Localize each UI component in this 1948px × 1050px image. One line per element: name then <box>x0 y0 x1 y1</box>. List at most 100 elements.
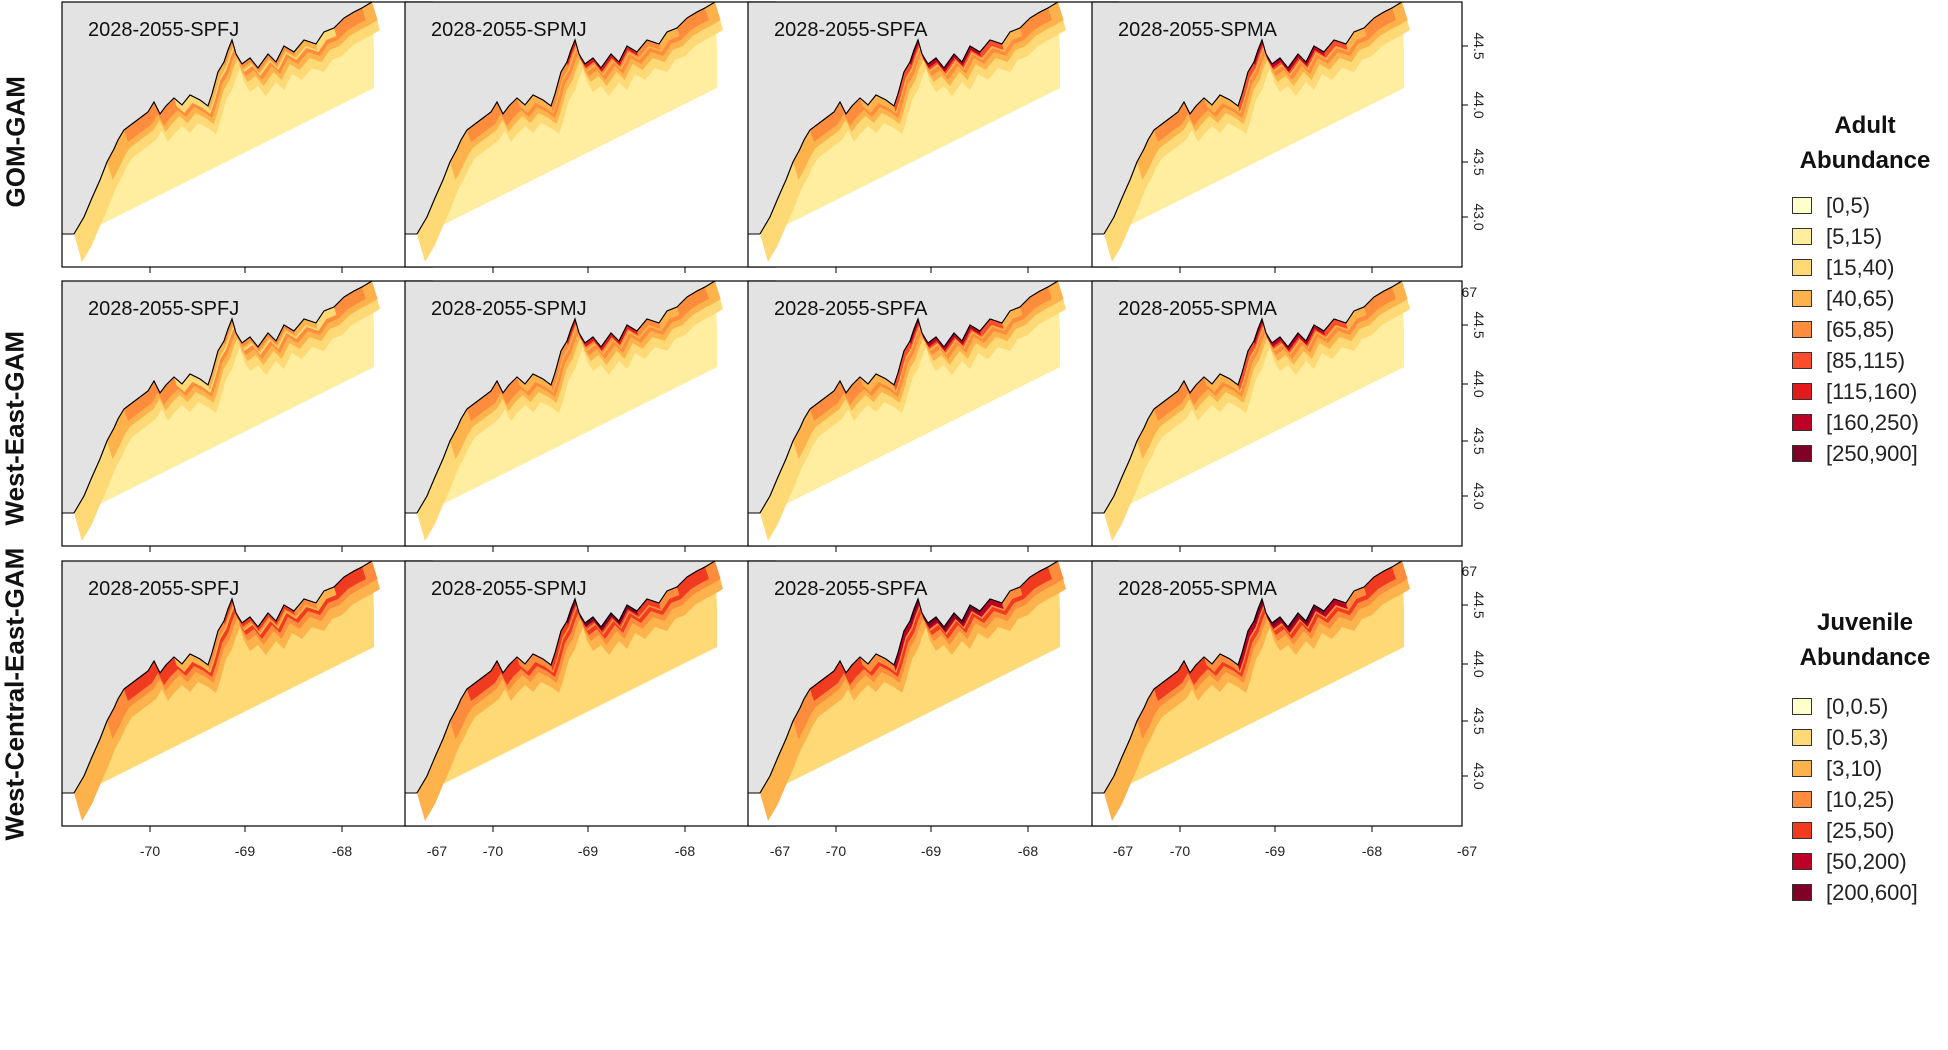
map-panel: 2028-2055-SPMA43.043.544.044.5-70-69-68-… <box>1091 560 1487 859</box>
map-panel-2-4: 2028-2055-SPMA43.043.544.044.5-70-69-68-… <box>1091 280 1487 594</box>
panel-title: 2028-2055-SPFA <box>774 19 928 41</box>
legend-juvenile-item: [0.5,3) <box>1792 722 1944 753</box>
legend-adult-item: [15,40) <box>1792 252 1944 283</box>
map-frame <box>1091 1 1463 268</box>
x-tick-label: -68 <box>1018 843 1038 859</box>
panel-title: 2028-2055-SPMJ <box>431 578 587 600</box>
y-tick-label: 43.5 <box>1471 148 1487 175</box>
abundance-band <box>417 281 723 541</box>
legend-adult-swatch <box>1792 290 1812 307</box>
y-tick-label: 43.5 <box>1471 707 1487 734</box>
legend-adult-label: [15,40) <box>1826 254 1895 280</box>
map-panel-3-3: 2028-2055-SPFA43.043.544.044.5-70-69-68-… <box>747 560 1143 874</box>
abundance-band <box>760 281 1066 541</box>
row-label-west-central-east-gam: West-Central-East-GAM <box>0 547 30 841</box>
y-tick-label: 44.5 <box>1471 32 1487 59</box>
x-tick-label: -69 <box>921 843 941 859</box>
x-tick-label: -67 <box>1457 843 1477 859</box>
legend-adult: Adult Abundance [0,5) [5,15) [15,40) [40,65… <box>1786 108 1944 469</box>
panel-title: 2028-2055-SPFA <box>774 298 928 320</box>
map-panel-1-4: 2028-2055-SPMA43.043.544.044.5-70-69-68-… <box>1091 1 1487 315</box>
y-tick-label: 44.0 <box>1471 91 1487 118</box>
y-tick-label: 44.0 <box>1471 370 1487 397</box>
map-panel: 2028-2055-SPMJ43.043.544.044.5-70-69-68-… <box>404 280 800 579</box>
map-panel: 2028-2055-SPMA43.043.544.044.5-70-69-68-… <box>1091 280 1487 579</box>
panel-title: 2028-2055-SPMA <box>1118 578 1278 600</box>
x-tick-label: -68 <box>332 843 352 859</box>
legend-juvenile-item: [10,25) <box>1792 784 1944 815</box>
legend-adult-title-line1: Adult <box>1834 112 1896 139</box>
coastline <box>73 281 373 514</box>
map-panel-1-2: 2028-2055-SPMJ43.043.544.044.5-70-69-68-… <box>404 1 800 315</box>
legend-juvenile-swatch <box>1792 822 1812 839</box>
abundance-band <box>417 2 723 262</box>
legend-adult-swatch <box>1792 383 1812 400</box>
coastline <box>759 561 1059 794</box>
abundance-band <box>74 2 380 262</box>
coastline <box>73 561 373 794</box>
map-panel-3-4: 2028-2055-SPMA 43.0 43.5 44.0 44.5 -70 -69 -68 -… <box>1091 560 1487 874</box>
coastline <box>759 281 1059 514</box>
legend-juvenile-swatch <box>1792 698 1812 715</box>
coastline <box>1103 281 1403 514</box>
map-panel: 2028-2055-SPMJ43.043.544.044.5-70-69-68-… <box>404 1 800 300</box>
legend-juvenile-item: [25,50) <box>1792 815 1944 846</box>
legend-adult-item: [0,5) <box>1792 190 1944 221</box>
map-frame <box>1091 560 1463 827</box>
legend-juvenile-swatch <box>1792 791 1812 808</box>
legend-juvenile-label: [0,0.5) <box>1826 693 1889 719</box>
x-tick-label: -69 <box>578 843 598 859</box>
y-tick-label: 43.0 <box>1471 482 1487 509</box>
legend-adult-item: [160,250) <box>1792 407 1944 438</box>
legend-adult-label: [160,250) <box>1826 409 1919 435</box>
map-frame <box>1091 280 1463 547</box>
map-panel-3-2: 2028-2055-SPMJ43.043.544.044.5-70-69-68-… <box>404 560 800 874</box>
legend-juvenile-swatch <box>1792 760 1812 777</box>
legend-adult-swatch <box>1792 228 1812 245</box>
y-tick-label: 44.5 <box>1471 591 1487 618</box>
y-tick-label: 43.5 <box>1471 427 1487 454</box>
legend-adult-item: [5,15) <box>1792 221 1944 252</box>
legend-juvenile-title-line1: Juvenile <box>1816 609 1914 636</box>
legend-adult-swatch <box>1792 414 1812 431</box>
legend-adult-item: [250,900] <box>1792 438 1944 469</box>
x-tick-label: -70 <box>826 843 846 859</box>
legend-adult-label: [40,65) <box>1826 285 1895 311</box>
legend-juvenile-title: Juvenile Abundance <box>1786 605 1944 675</box>
legend-adult-label: [65,85) <box>1826 316 1895 342</box>
panel-title: 2028-2055-SPMJ <box>431 298 587 320</box>
legend-juvenile-label: [200,600] <box>1826 879 1918 905</box>
coastline <box>73 2 373 235</box>
map-panel-2-3: 2028-2055-SPFA43.043.544.044.5-70-69-68-… <box>747 280 1143 594</box>
legend-adult-label: [250,900] <box>1826 440 1918 466</box>
abundance-band <box>74 561 380 821</box>
legend-juvenile-item: [3,10) <box>1792 753 1944 784</box>
map-panel: 2028-2055-SPFA43.043.544.044.5-70-69-68-… <box>747 280 1143 579</box>
x-tick-label: -70 <box>1170 843 1190 859</box>
legend-adult-swatch <box>1792 259 1812 276</box>
legend-juvenile-swatch <box>1792 729 1812 746</box>
map-panel: 2028-2055-SPFA43.043.544.044.5-70-69-68-… <box>747 560 1143 859</box>
abundance-band <box>417 561 723 821</box>
coastline <box>416 561 716 794</box>
abundance-band <box>1104 561 1410 821</box>
legend-juvenile-swatch <box>1792 853 1812 870</box>
legend-juvenile-label: [10,25) <box>1826 786 1895 812</box>
legend-juvenile-swatch <box>1792 884 1812 901</box>
y-tick-label: 43.0 <box>1471 762 1487 789</box>
abundance-band <box>760 561 1066 821</box>
x-tick-label: -70 <box>483 843 503 859</box>
legend-juvenile-label: [50,200) <box>1826 848 1907 874</box>
legend-juvenile-label: [3,10) <box>1826 755 1883 781</box>
panel-title: 2028-2055-SPMA <box>1118 298 1278 320</box>
legend-adult-item: [65,85) <box>1792 314 1944 345</box>
legend-adult-items: [0,5) [5,15) [15,40) [40,65) [65,85) [85,115)… <box>1792 190 1944 469</box>
x-tick-label: -67 <box>1113 843 1133 859</box>
map-panel-2-2: 2028-2055-SPMJ43.043.544.044.5-70-69-68-… <box>404 280 800 594</box>
coastline <box>1103 2 1403 235</box>
legend-adult-label: [5,15) <box>1826 223 1883 249</box>
legend-adult-label: [85,115) <box>1826 347 1906 373</box>
map-panel: 2028-2055-SPFA43.043.544.044.5-70-69-68-… <box>747 1 1143 300</box>
x-tick-label: -68 <box>1362 843 1382 859</box>
legend-adult-item: [40,65) <box>1792 283 1944 314</box>
